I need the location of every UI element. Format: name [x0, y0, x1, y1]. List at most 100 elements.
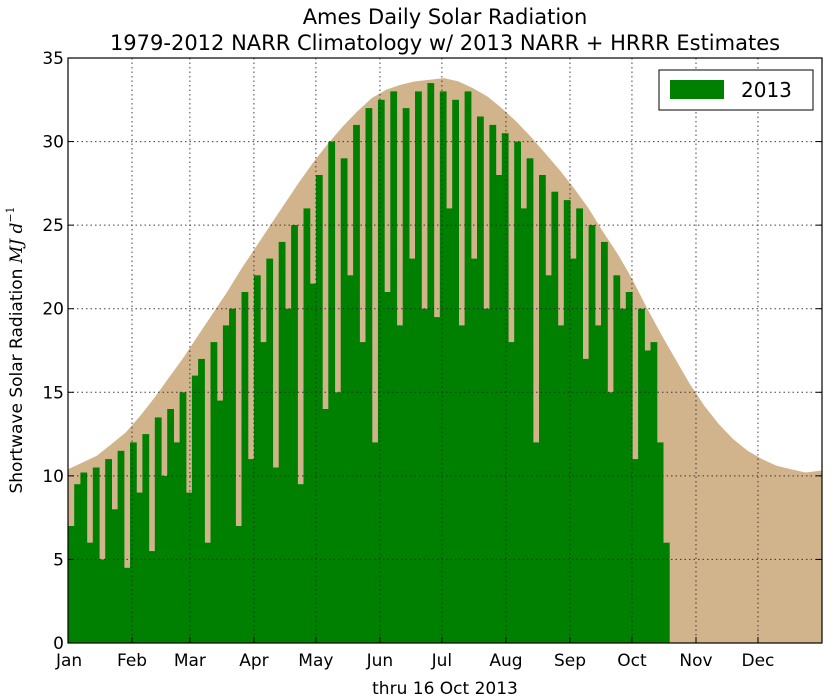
x-tick-label: Dec [742, 651, 775, 671]
bar-2013 [625, 292, 633, 643]
bar-2013 [377, 99, 385, 644]
plot-frame [67, 57, 823, 644]
bar-2013 [80, 472, 88, 643]
x-tick-label: Mar [174, 651, 206, 671]
bar-2013 [532, 442, 540, 643]
x-tick-label: Jan [55, 651, 82, 671]
bar-2013 [576, 208, 583, 643]
bar-2013 [315, 175, 323, 643]
bar-2013 [570, 258, 577, 643]
bar-2013 [260, 342, 267, 643]
bar-2013 [390, 91, 398, 643]
x-tick-label: Oct [617, 651, 647, 671]
bar-2013 [644, 350, 652, 643]
bar-2013 [415, 91, 422, 643]
y-tick-label: 30 [42, 133, 64, 153]
bar-2013 [427, 83, 435, 644]
y-axis-units: MJ d [7, 223, 27, 265]
bar-2013 [359, 342, 367, 643]
bar-2013 [173, 442, 181, 643]
bar-2013 [278, 241, 286, 643]
bar-2013 [272, 467, 280, 643]
bar-2013 [340, 158, 348, 644]
bar-2013 [650, 342, 658, 643]
bar-2013 [235, 526, 243, 643]
bar-2013 [656, 442, 664, 643]
grid [68, 58, 822, 643]
chart-subtitle: 1979-2012 NARR Climatology w/ 2013 NARR … [110, 31, 780, 55]
y-tick-label: 25 [42, 216, 64, 236]
bar-2013 [191, 375, 199, 643]
bar-2013 [334, 392, 342, 643]
bar-2013 [396, 325, 404, 643]
bar-2013 [291, 225, 298, 643]
chart-title: Ames Daily Solar Radiation [303, 5, 588, 29]
y-axis-label: Shortwave Solar Radiation MJ d−1 [4, 206, 27, 493]
bar-2013 [322, 409, 329, 643]
bar-2013 [470, 258, 478, 643]
bar-2013 [365, 108, 373, 644]
bar-2013 [142, 434, 150, 643]
bar-2013 [458, 325, 466, 643]
bar-2013 [464, 91, 472, 643]
bar-2013 [588, 225, 596, 643]
x-tick-label: Feb [117, 651, 147, 671]
x-axis-label: thru 16 Oct 2013 [372, 679, 518, 699]
legend: 2013 [658, 69, 814, 111]
bar-2013 [117, 450, 125, 643]
x-tick-label: Aug [489, 651, 522, 671]
bar-2013 [433, 317, 441, 643]
bar-2013 [501, 133, 509, 643]
bar-2013 [489, 124, 497, 643]
bar-2013 [662, 542, 670, 643]
bar-2013 [328, 141, 336, 643]
bar-2013 [99, 559, 106, 643]
bar-2013 [216, 400, 224, 643]
bar-2013 [514, 141, 521, 643]
bar-2013 [384, 292, 391, 643]
bar-2013 [582, 358, 590, 643]
bar-2013 [353, 124, 360, 643]
y-tick-label: 20 [42, 300, 64, 320]
bar-2013 [439, 91, 447, 643]
bar-2013 [601, 241, 608, 643]
bar-2013 [594, 325, 602, 643]
x-tick-label: Jul [431, 651, 453, 671]
bar-2013 [229, 308, 236, 643]
bar-2013 [222, 325, 230, 643]
bar-2013 [508, 342, 515, 643]
bar-2013 [297, 484, 305, 643]
y-axis-label-text: Shortwave Solar Radiation [7, 269, 27, 494]
x-tick-label: Sep [554, 651, 586, 671]
bar-2013 [551, 191, 559, 643]
bar-2013 [613, 275, 621, 643]
x-tick-label: Jun [366, 651, 394, 671]
bar-2013 [92, 467, 100, 643]
bar-2013 [284, 308, 292, 643]
bar-2013 [632, 459, 639, 643]
bar-2013 [545, 275, 552, 643]
y-tick-label: 0 [53, 634, 64, 654]
bar-2013 [148, 551, 156, 643]
bar-2013 [452, 99, 459, 644]
bar-2013 [408, 258, 416, 643]
legend-label-2013: 2013 [741, 78, 792, 102]
x-tick-label: Apr [239, 651, 268, 671]
bar-2013 [563, 200, 571, 643]
bar-2013 [130, 442, 137, 643]
y-axis-units-exponent: −1 [4, 206, 17, 222]
bar-2013 [105, 459, 112, 643]
bar-2013 [303, 208, 311, 643]
bar-2013 [607, 392, 614, 643]
bar-2013 [402, 108, 410, 644]
bar-2013 [210, 342, 218, 643]
y-tick-label: 10 [42, 467, 64, 487]
bar-2013 [346, 275, 354, 643]
x-ticks: Jan Feb Mar Apr May Jun Jul Aug Sep Oct Nov Dec [55, 637, 774, 671]
bar-2013 [123, 567, 131, 643]
y-tick-label: 15 [42, 383, 64, 403]
bar-2013 [68, 526, 75, 643]
bar-2013 [477, 116, 484, 643]
bar-2013 [539, 175, 546, 643]
